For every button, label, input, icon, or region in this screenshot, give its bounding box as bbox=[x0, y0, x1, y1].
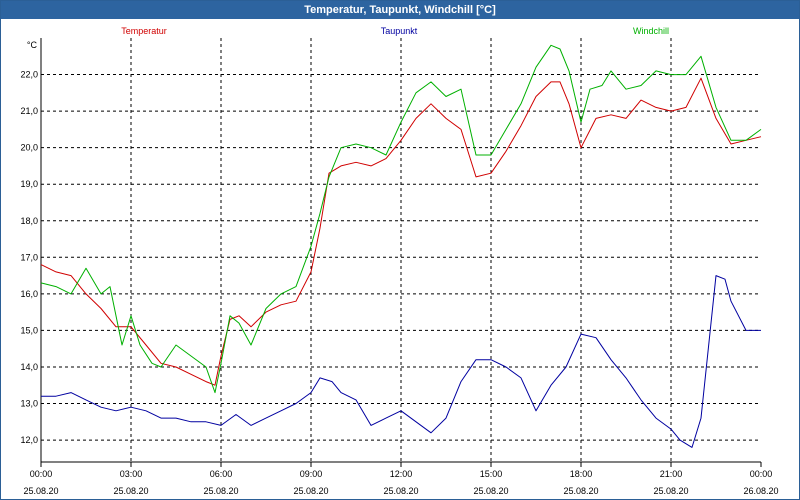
x-tick-time: 03:00 bbox=[120, 469, 143, 479]
x-tick-time: 06:00 bbox=[210, 469, 233, 479]
y-tick-label: 14,0 bbox=[20, 362, 38, 372]
y-tick-label: 17,0 bbox=[20, 252, 38, 262]
x-tick-date: 25.08.20 bbox=[653, 486, 688, 496]
x-tick-date: 25.08.20 bbox=[203, 486, 238, 496]
line-chart: 12,0 13,0 14,0 15,0 16,0 17,0 18,0 19,0 20,0 21,0… bbox=[20, 26, 779, 496]
y-tick-label: 20,0 bbox=[20, 143, 38, 153]
legend-temperatur: Temperatur bbox=[121, 26, 167, 36]
y-tick-label: 16,0 bbox=[20, 289, 38, 299]
legend-windchill: Windchill bbox=[633, 26, 669, 36]
legend-taupunkt: Taupunkt bbox=[381, 26, 418, 36]
axes: 12,0 13,0 14,0 15,0 16,0 17,0 18,0 19,0 20,0 21,0… bbox=[20, 38, 779, 496]
x-tick-time: 18:00 bbox=[570, 469, 593, 479]
x-tick-time: 12:00 bbox=[390, 469, 413, 479]
x-tick-date: 26.08.20 bbox=[743, 486, 778, 496]
x-tick-date: 25.08.20 bbox=[293, 486, 328, 496]
x-tick-time: 21:00 bbox=[660, 469, 683, 479]
x-tick-time: 00:00 bbox=[750, 469, 773, 479]
chart-title: Temperatur, Taupunkt, Windchill [°C] bbox=[1, 1, 799, 19]
y-tick-label: 21,0 bbox=[20, 106, 38, 116]
x-tick-date: 25.08.20 bbox=[383, 486, 418, 496]
series-line-taupunkt bbox=[41, 275, 761, 448]
y-tick-label: 15,0 bbox=[20, 325, 38, 335]
x-tick-time: 09:00 bbox=[300, 469, 323, 479]
y-tick-label: 12,0 bbox=[20, 435, 38, 445]
y-tick-label: 13,0 bbox=[20, 399, 38, 409]
y-tick-label: 19,0 bbox=[20, 179, 38, 189]
series-line-windchill bbox=[40, 44, 762, 394]
legend: Temperatur Taupunkt Windchill bbox=[121, 26, 669, 36]
series-line-temperatur bbox=[40, 77, 762, 386]
x-tick-date: 25.08.20 bbox=[23, 486, 58, 496]
x-tick-date: 25.08.20 bbox=[473, 486, 508, 496]
series bbox=[40, 44, 762, 448]
x-tick-date: 25.08.20 bbox=[113, 486, 148, 496]
x-tick-time: 00:00 bbox=[30, 469, 53, 479]
x-tick-time: 15:00 bbox=[480, 469, 503, 479]
x-tick-date: 25.08.20 bbox=[563, 486, 598, 496]
y-tick-label: 22,0 bbox=[20, 70, 38, 80]
y-tick-label: 18,0 bbox=[20, 216, 38, 226]
y-axis-unit-label: °C bbox=[27, 40, 38, 50]
